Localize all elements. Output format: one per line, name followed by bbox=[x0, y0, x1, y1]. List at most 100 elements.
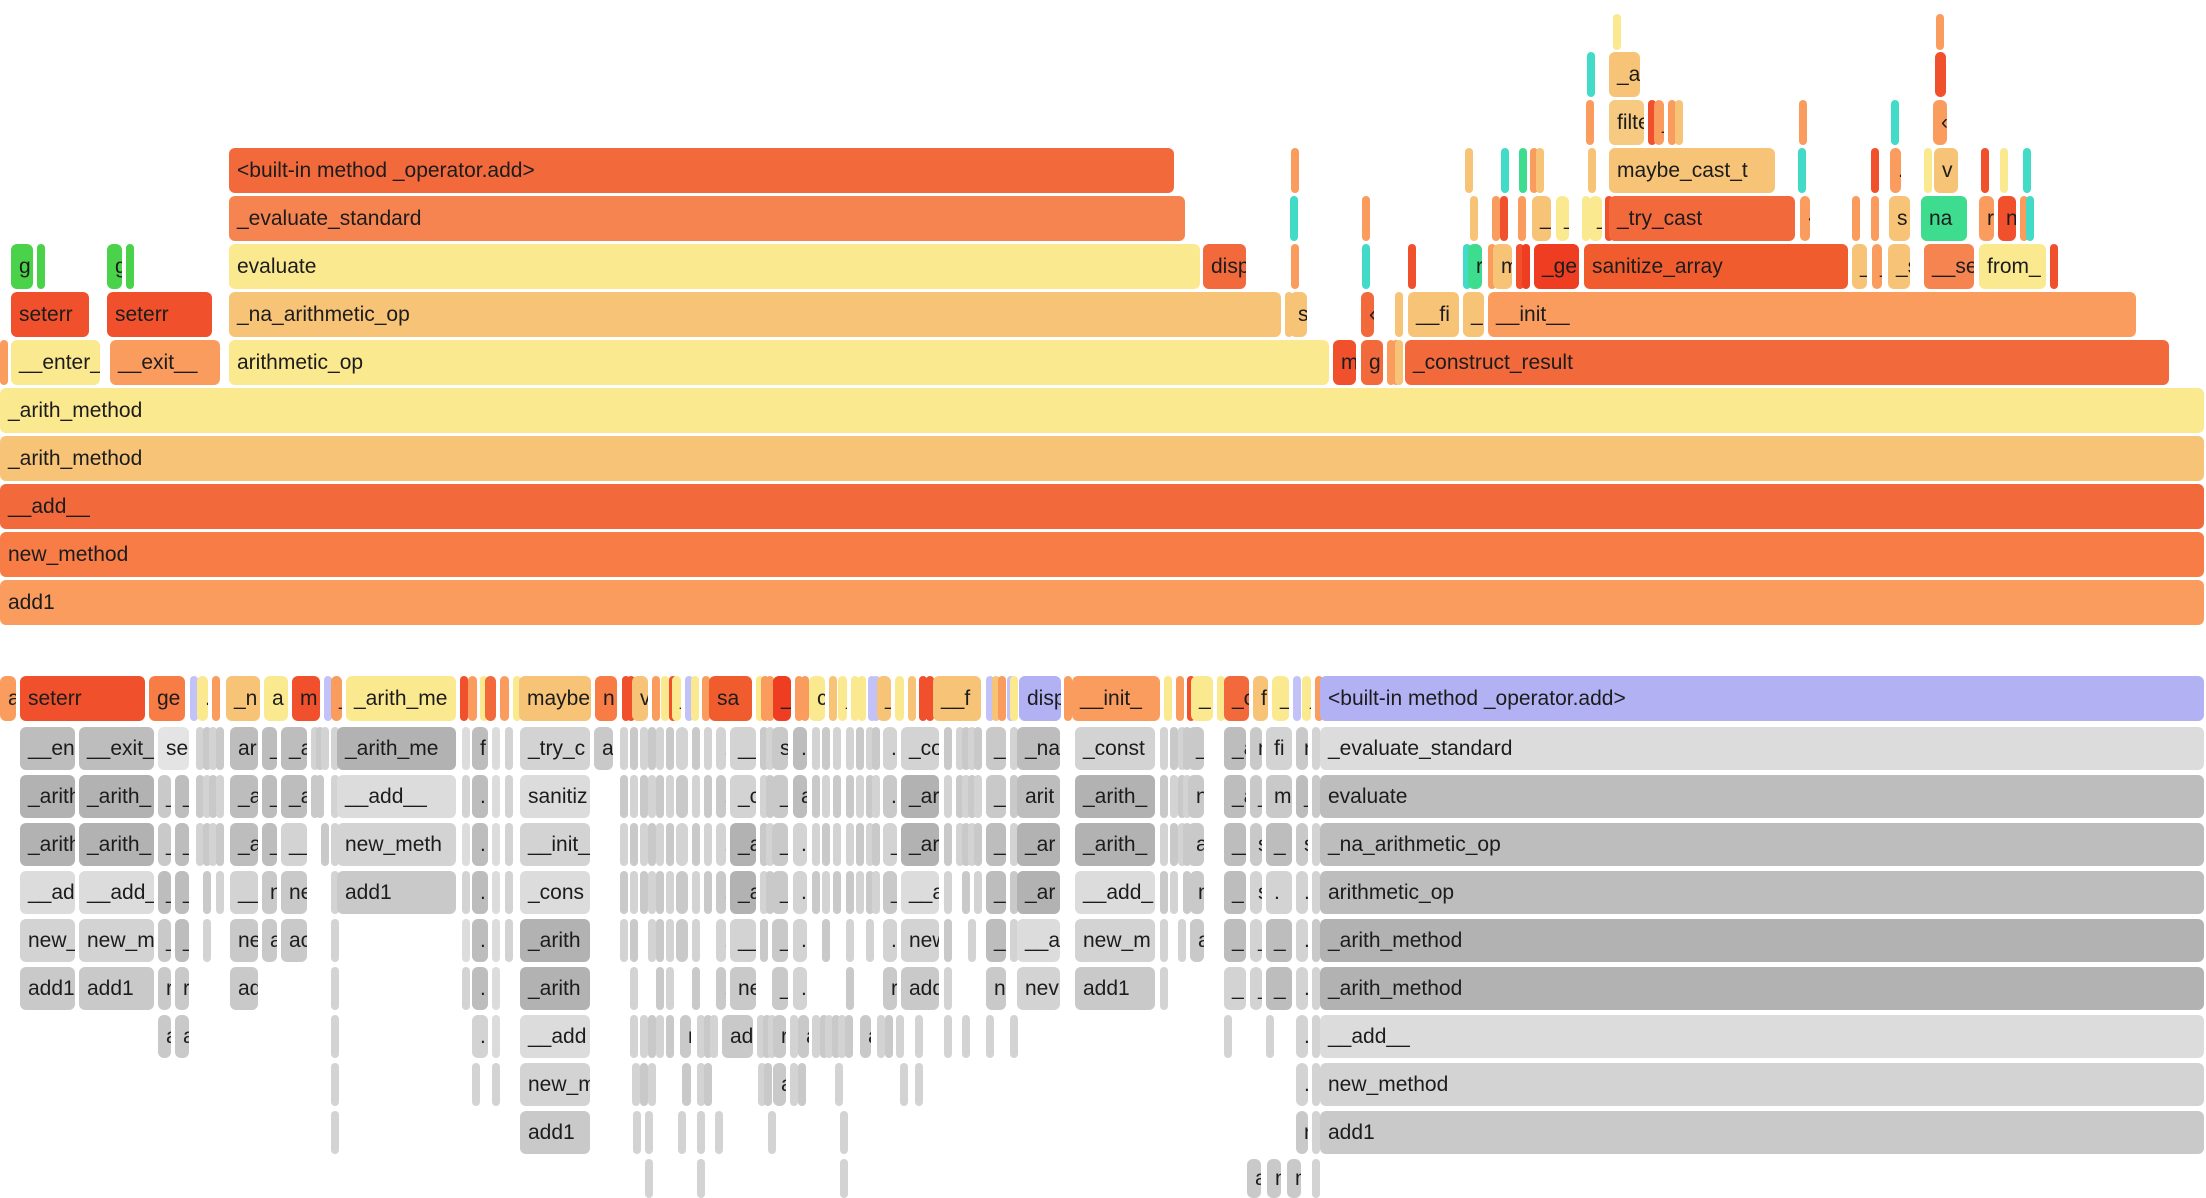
flame-frame[interactable] bbox=[715, 1111, 723, 1154]
flame-frame[interactable]: . bbox=[846, 823, 854, 866]
flame-frame-_arith_method[interactable]: _arith_method bbox=[0, 388, 2204, 433]
flame-frame[interactable] bbox=[620, 775, 628, 818]
flame-frame[interactable] bbox=[866, 823, 874, 866]
flame-frame-_[interactable]: _ bbox=[838, 676, 847, 721]
flame-frame-_[interactable]: _ bbox=[772, 919, 788, 962]
flame-frame-_[interactable]: _ bbox=[1589, 196, 1602, 241]
flame-frame[interactable] bbox=[872, 775, 880, 818]
flame-frame[interactable] bbox=[311, 775, 319, 818]
flame-frame[interactable] bbox=[468, 676, 477, 721]
flame-frame-_[interactable]: _ bbox=[883, 823, 897, 866]
flame-frame[interactable] bbox=[505, 871, 513, 914]
flame-frame[interactable] bbox=[632, 1063, 640, 1106]
flame-frame-f[interactable]: f bbox=[1010, 676, 1018, 721]
flame-frame[interactable] bbox=[676, 775, 688, 818]
flame-frame[interactable] bbox=[666, 1015, 674, 1058]
flame-frame[interactable] bbox=[1500, 196, 1508, 241]
flame-frame[interactable] bbox=[656, 775, 664, 818]
flame-frame[interactable] bbox=[1470, 196, 1478, 241]
flame-frame[interactable] bbox=[492, 1015, 500, 1058]
flame-frame[interactable]: . bbox=[858, 676, 866, 721]
flame-frame-_[interactable]: _ bbox=[1250, 775, 1262, 818]
flame-frame[interactable] bbox=[2026, 196, 2034, 241]
flame-frame-_[interactable]: _ bbox=[1463, 292, 1484, 337]
flame-frame[interactable]: . bbox=[492, 775, 500, 818]
flame-frame[interactable] bbox=[757, 1015, 765, 1058]
flame-frame[interactable] bbox=[648, 775, 656, 818]
flame-frame[interactable] bbox=[640, 823, 648, 866]
flame-frame[interactable]: . bbox=[630, 1015, 638, 1058]
flame-frame[interactable] bbox=[472, 1063, 480, 1106]
flame-frame[interactable]: . bbox=[793, 871, 807, 914]
flame-frame[interactable]: . bbox=[1160, 727, 1168, 770]
flame-frame-_ge[interactable]: _ge bbox=[1534, 244, 1579, 289]
flame-frame[interactable] bbox=[704, 1015, 712, 1058]
flame-frame-_try_c[interactable]: _try_c bbox=[520, 727, 590, 770]
flame-frame[interactable] bbox=[203, 727, 211, 770]
flame-frame[interactable] bbox=[656, 727, 664, 770]
flame-frame-_[interactable]: _ bbox=[986, 727, 1006, 770]
flame-frame[interactable] bbox=[697, 1063, 705, 1106]
flame-frame[interactable] bbox=[851, 676, 859, 721]
flame-frame[interactable] bbox=[676, 727, 688, 770]
flame-frame[interactable]: . bbox=[1296, 871, 1308, 914]
flame-frame[interactable]: . bbox=[472, 967, 488, 1010]
flame-frame-__se[interactable]: __se bbox=[1924, 244, 1974, 289]
flame-frame[interactable] bbox=[1312, 1063, 1320, 1106]
flame-frame[interactable] bbox=[316, 727, 324, 770]
flame-frame-new_method[interactable]: new_method bbox=[1320, 1063, 2204, 1106]
flame-frame[interactable]: . bbox=[1160, 919, 1168, 962]
flame-frame-seterr[interactable]: seterr bbox=[20, 676, 145, 721]
flame-frame[interactable] bbox=[1395, 292, 1403, 337]
flame-frame-m[interactable]: m bbox=[1287, 1159, 1301, 1198]
flame-frame-_[interactable]: _ bbox=[883, 871, 897, 914]
flame-frame[interactable] bbox=[462, 919, 470, 962]
flame-frame[interactable] bbox=[1170, 775, 1178, 818]
flame-frame-_co[interactable]: _co bbox=[901, 727, 939, 770]
flame-frame-_[interactable]: _ bbox=[158, 775, 171, 818]
flame-frame[interactable] bbox=[856, 823, 864, 866]
flame-frame[interactable] bbox=[620, 823, 628, 866]
flame-frame-n[interactable]: n bbox=[595, 676, 617, 721]
flame-frame[interactable] bbox=[856, 871, 864, 914]
flame-frame[interactable]: . bbox=[472, 1015, 488, 1058]
flame-frame[interactable]: . bbox=[1296, 919, 1308, 962]
flame-frame-_[interactable]: _ bbox=[772, 775, 788, 818]
flame-frame[interactable] bbox=[196, 775, 204, 818]
flame-frame-n[interactable]: n bbox=[1998, 196, 2016, 241]
flame-frame-_arith_method[interactable]: _arith_method bbox=[1320, 967, 2204, 1010]
flame-frame[interactable] bbox=[627, 676, 635, 721]
flame-frame-__init_[interactable]: __init_ bbox=[1072, 676, 1160, 721]
flame-frame[interactable] bbox=[1224, 1015, 1232, 1058]
flame-frame[interactable] bbox=[196, 823, 204, 866]
flame-frame[interactable] bbox=[203, 775, 211, 818]
flame-frame-r[interactable]: r bbox=[500, 676, 509, 721]
flame-frame-se[interactable]: se bbox=[158, 727, 189, 770]
flame-frame[interactable]: . bbox=[492, 967, 500, 1010]
flame-frame[interactable] bbox=[962, 1015, 970, 1058]
flame-frame-add1[interactable]: add1 bbox=[20, 967, 75, 1010]
flame-frame[interactable] bbox=[324, 676, 332, 721]
flame-frame-_[interactable]: _ bbox=[1224, 919, 1246, 962]
flame-frame[interactable]: . bbox=[472, 919, 488, 962]
flame-frame[interactable]: . bbox=[513, 676, 521, 721]
flame-frame[interactable] bbox=[1613, 14, 1621, 50]
flame-frame[interactable] bbox=[1387, 340, 1395, 385]
flame-frame-a[interactable]: a bbox=[793, 775, 807, 818]
flame-frame[interactable] bbox=[896, 1015, 904, 1058]
flame-frame[interactable] bbox=[1516, 244, 1524, 289]
flame-frame[interactable] bbox=[872, 727, 880, 770]
flame-frame[interactable] bbox=[37, 244, 45, 289]
flame-frame-_evaluate_standard[interactable]: _evaluate_standard bbox=[1320, 727, 2204, 770]
flame-frame-_ar[interactable]: _ar bbox=[901, 775, 939, 818]
flame-frame[interactable] bbox=[812, 775, 820, 818]
flame-frame[interactable] bbox=[462, 775, 470, 818]
flame-frame[interactable] bbox=[1362, 244, 1370, 289]
flame-frame[interactable]: . bbox=[1296, 1063, 1308, 1106]
flame-frame[interactable] bbox=[622, 676, 630, 721]
flame-frame[interactable]: . bbox=[692, 775, 700, 818]
flame-frame[interactable] bbox=[1010, 823, 1018, 866]
flame-frame[interactable] bbox=[812, 727, 820, 770]
flame-frame-r[interactable]: r bbox=[773, 1015, 786, 1058]
flame-frame[interactable] bbox=[640, 775, 648, 818]
